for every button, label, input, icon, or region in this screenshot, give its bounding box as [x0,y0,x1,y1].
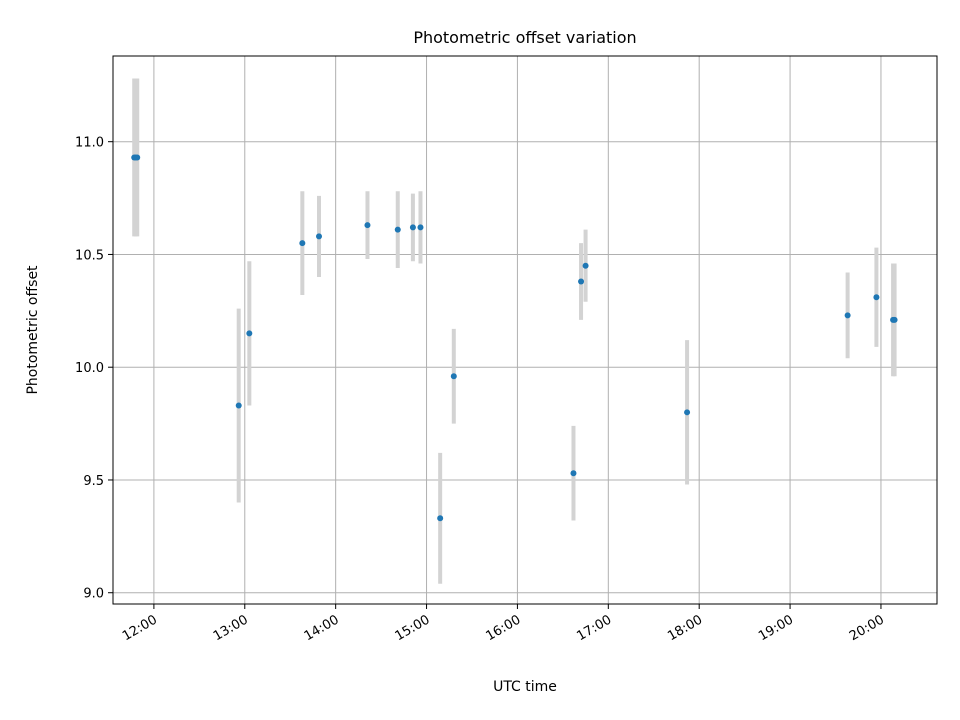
data-point [873,294,880,301]
data-point [364,222,371,229]
data-point [409,224,416,231]
data-point [684,409,691,416]
data-point [570,470,577,477]
data-point [316,233,322,240]
data-points [131,154,898,522]
data-point [891,316,898,323]
chart-title: Photometric offset variation [413,28,636,47]
data-point [394,226,401,233]
data-point [437,515,444,522]
data-point [246,330,253,337]
y-axis-label: Photometric offset [25,265,41,395]
y-tick-label: 9.5 [83,474,104,489]
y-tick-label: 11.0 [75,136,104,151]
data-point [844,312,851,319]
data-point [582,262,589,269]
y-tick-label: 10.5 [75,248,104,263]
y-axis-ticks: 9.0 9.5 10.0 10.5 11.0 [75,136,113,602]
plot-area-frame [112,55,938,605]
data-point [134,154,141,161]
x-axis-label: UTC time [493,679,557,695]
y-tick-label: 9.0 [83,587,104,602]
data-point [235,402,242,409]
data-point [417,224,424,231]
y-tick-label: 10.0 [75,361,104,376]
data-point [299,240,306,247]
data-point [450,373,457,380]
data-point [578,278,585,285]
